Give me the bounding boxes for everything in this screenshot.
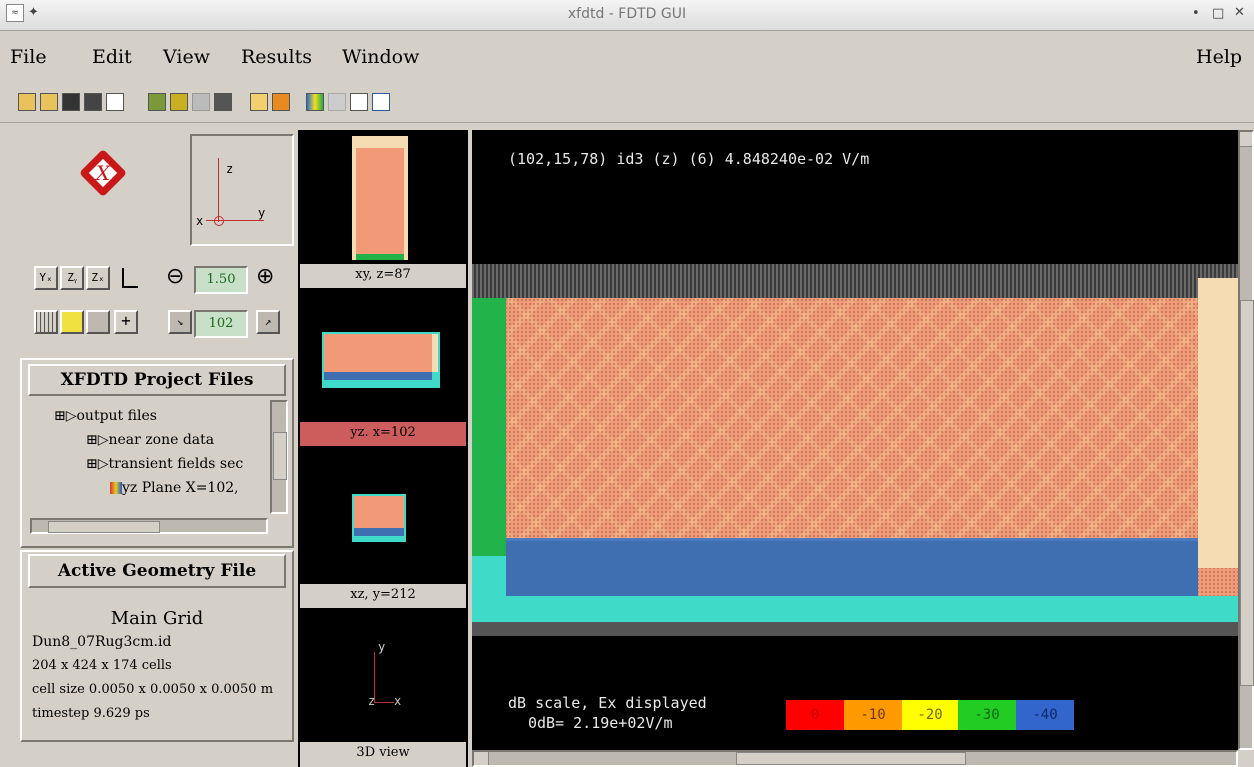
thumbnail-xy[interactable] [298,130,468,262]
menu-results[interactable]: Results [241,46,312,68]
view-yx-button[interactable]: Yₓ [34,266,58,290]
thumbnail-xz-label[interactable]: xz, y=212 [300,584,466,608]
scale-cell-20: -20 [902,700,958,730]
field-display-icon[interactable] [306,93,324,111]
maximize-icon[interactable]: □ [1212,6,1225,21]
tree-item-transient-fields[interactable]: ⊞▷transient fields sec [86,456,244,472]
field-wave-pattern [508,298,1198,538]
thumbnail-column: xy, z=87 yz. x=102 xz, y=212 y z x 3D vi… [298,130,468,767]
slice-down-icon[interactable]: ↘ [168,310,192,334]
menu-view[interactable]: View [163,46,210,68]
main-vertical-scrollbar[interactable] [1238,130,1254,750]
left-green-region [472,298,506,556]
thumb3d-z-label: z [368,694,376,708]
grid-toggle-icon[interactable] [34,310,58,334]
view-zx-button[interactable]: Zₓ [86,266,110,290]
tree-item-yz-plane[interactable]: yz Plane X=102, [110,480,239,496]
probe-readout: (102,15,78) id3 (z) (6) 4.848240e-02 V/m [508,150,870,168]
timestep: timestep 9.629 ps [32,706,150,721]
thumbnail-3d[interactable]: y z x [298,612,468,740]
thumbnail-yz-label[interactable]: yz. x=102 [300,422,466,446]
axes-toggle-icon[interactable] [116,266,140,290]
tree-item-near-zone-data[interactable]: ⊞▷near zone data [86,432,215,448]
plane-icon [110,482,122,494]
field-top-border [472,264,1238,298]
slice-field[interactable]: 102 [194,310,248,338]
material-icon[interactable] [170,93,188,111]
probe-icon[interactable] [214,93,232,111]
zoom-field[interactable]: 1.50 [194,266,248,294]
plot-icon[interactable] [372,93,390,111]
menu-file[interactable]: File [10,46,47,68]
toolbar [0,82,1254,123]
left-panel: X z x y Yₓ Zᵧ Zₓ ⊖ 1.50 ⊕ + ↘ 102 ↗ XFDT… [18,130,296,742]
pin-icon[interactable]: ✦ [28,5,39,20]
thumb3d-x-label: x [394,694,402,708]
scale-caption-1: dB scale, Ex displayed [508,694,707,712]
title-bar: ≈ ✦ xfdtd - FDTD GUI • □ ✕ [0,0,1254,31]
axis-icon[interactable] [350,93,368,111]
project-files-panel: XFDTD Project Files ⊞▷output files ⊞▷nea… [20,358,294,548]
close-icon[interactable]: ✕ [1234,5,1245,20]
tree-horizontal-scrollbar[interactable] [30,518,268,534]
orientation-indicator: z x y [190,134,294,246]
zoom-in-icon[interactable]: ⊕ [256,264,275,289]
right-cream-region [1198,278,1238,568]
app-menu-icon[interactable]: ≈ [6,4,24,22]
open-project-icon[interactable] [40,93,58,111]
menu-bar: File Edit View Results Window Help [0,31,1254,81]
grid-title: Main Grid [110,608,204,629]
tree-vertical-scrollbar[interactable] [270,400,288,514]
zoom-out-icon[interactable]: ⊖ [166,264,185,289]
probe-toggle-icon[interactable]: + [114,310,138,334]
menu-edit[interactable]: Edit [92,46,132,68]
view-zy-button[interactable]: Zᵧ [60,266,84,290]
calculate-icon[interactable] [250,93,268,111]
scale-cell-10: -10 [844,700,902,730]
thumbnail-xy-label[interactable]: xy, z=87 [300,264,466,288]
run-icon[interactable] [272,93,290,111]
axis-y-label: y [258,206,266,220]
main-field-view[interactable]: (102,15,78) id3 (z) (6) 4.848240e-02 V/m… [472,130,1238,750]
cell-size: cell size 0.0050 x 0.0050 x 0.0050 m [32,682,274,697]
geometry-file-name: Dun8_07Rug3cm.id [32,634,172,650]
grid-cells: 204 x 424 x 174 cells [32,658,172,673]
scale-cell-40: -40 [1016,700,1074,730]
animation-icon[interactable] [328,93,346,111]
tree-item-output-files[interactable]: ⊞▷output files [54,408,157,424]
slice-up-icon[interactable]: ↗ [256,310,280,334]
geometry-icon[interactable] [148,93,166,111]
axis-z-label: z [226,162,234,176]
save-icon[interactable] [62,93,80,111]
ground-cyan-bottom [472,596,1238,622]
save-as-icon[interactable] [84,93,102,111]
xfdtd-logo-icon: X [78,148,128,198]
db-color-scale: 0 -10 -20 -30 -40 [786,700,1074,730]
scale-cell-0: 0 [786,700,844,730]
thumbnail-xz[interactable] [298,450,468,582]
geometry-header: Active Geometry File [28,554,286,588]
document-icon[interactable] [106,93,124,111]
window-title: xfdtd - FDTD GUI [567,6,687,22]
blank-toggle-icon[interactable] [86,310,110,334]
thumbnail-yz[interactable] [298,292,468,420]
thumb3d-y-label: y [378,640,386,654]
scale-caption-2: 0dB= 2.19e+02V/m [528,714,673,732]
minimize-icon[interactable]: • [1192,6,1200,21]
menu-help[interactable]: Help [1196,46,1243,68]
axis-x-label: x [196,214,204,228]
material-toggle-icon[interactable] [60,310,84,334]
geometry-panel: Active Geometry File Main Grid Dun8_07Ru… [20,550,294,742]
project-files-header: XFDTD Project Files [28,364,286,396]
field-bottom-border [472,622,1238,636]
menu-window[interactable]: Window [342,46,420,68]
project-files-tree: ⊞▷output files ⊞▷near zone data ⊞▷transi… [30,400,268,514]
main-horizontal-scrollbar[interactable] [472,750,1238,767]
thumbnail-3d-label[interactable]: 3D view [300,742,466,767]
scale-cell-30: -30 [958,700,1016,730]
mesh-icon[interactable] [192,93,210,111]
open-folder-icon[interactable] [18,93,36,111]
ground-blue-region [506,538,1198,599]
